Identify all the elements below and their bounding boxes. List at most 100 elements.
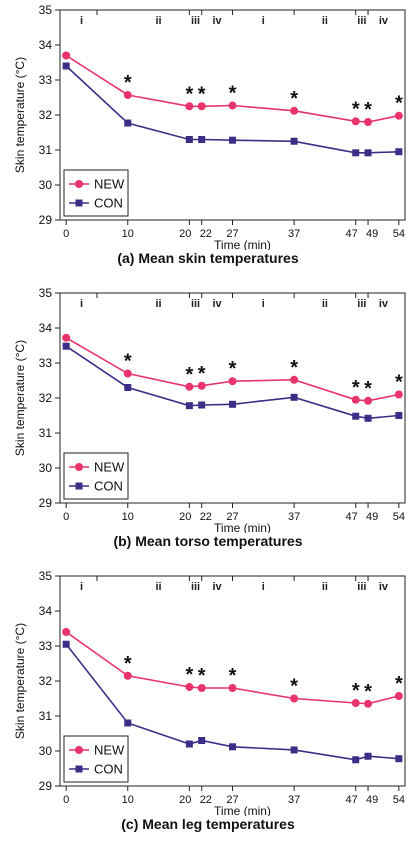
data-point-con — [229, 136, 236, 144]
data-point-con — [185, 402, 193, 410]
data-point-new — [62, 51, 71, 60]
significance-star: * — [185, 83, 193, 105]
data-point-con — [395, 412, 403, 419]
x-tick-label: 27 — [226, 511, 238, 523]
data-point-new — [228, 377, 237, 386]
y-tick-label: 30 — [39, 461, 53, 475]
x-tick-label: 49 — [366, 511, 378, 523]
data-point-new — [197, 102, 206, 111]
data-point-con — [62, 640, 70, 648]
data-point-new — [290, 375, 299, 384]
legend-marker-new — [75, 180, 83, 188]
x-tick-label: 10 — [122, 511, 134, 523]
phase-label: ii — [156, 581, 162, 593]
x-axis-title: Time (min) — [214, 804, 271, 816]
y-tick-label: 32 — [39, 108, 53, 122]
data-point-con — [364, 414, 372, 422]
data-point-new — [185, 682, 194, 691]
significance-star: * — [198, 363, 206, 385]
data-point-con — [198, 136, 206, 143]
phase-label: iv — [213, 298, 223, 310]
phase-label: i — [80, 15, 83, 27]
significance-star: * — [185, 364, 193, 386]
data-point-new — [123, 91, 132, 100]
data-point-con — [124, 384, 132, 391]
data-point-con — [364, 149, 372, 157]
data-point-new — [364, 396, 373, 405]
legend-box — [63, 735, 129, 783]
data-point-con — [364, 752, 372, 760]
x-tick-label: 54 — [393, 794, 405, 806]
significance-star: * — [290, 676, 298, 698]
x-tick-label: 47 — [345, 228, 357, 240]
significance-star: * — [364, 99, 372, 121]
data-point-con — [352, 412, 360, 420]
phase-label: ii — [322, 581, 328, 593]
phase-label: i — [262, 298, 265, 310]
data-point-con — [229, 743, 236, 751]
caption-b: (b) Mean torso temperatures — [113, 533, 303, 549]
legend-marker-new — [75, 746, 83, 754]
phase-label: ii — [156, 298, 162, 310]
y-axis-title: Skin temperature (°C) — [13, 623, 27, 739]
data-point-new — [351, 699, 360, 708]
phase-label: i — [262, 581, 265, 593]
y-tick-label: 35 — [39, 3, 53, 17]
x-tick-label: 22 — [200, 228, 212, 240]
x-axis-title: Time (min) — [214, 238, 271, 250]
phase-label: iii — [191, 298, 200, 310]
panel-c: 29 30 31 32 33 34 35 0 10 20 22 27 37 47 49 54 i ii iii iv i… — [0, 566, 416, 846]
data-point-con — [124, 719, 132, 727]
y-tick-label: 30 — [39, 744, 53, 758]
data-point-new — [185, 382, 194, 391]
x-tick-label: 37 — [288, 794, 300, 806]
legend-label-new: NEW — [94, 460, 125, 475]
x-tick-label: 0 — [63, 511, 69, 523]
phase-label: iii — [357, 298, 366, 310]
significance-star: * — [395, 673, 403, 695]
y-tick-label: 35 — [39, 286, 53, 300]
significance-star: * — [124, 653, 132, 675]
significance-star: * — [185, 664, 193, 686]
data-point-new — [62, 333, 71, 342]
phase-label: iii — [191, 15, 200, 27]
x-tick-label: 20 — [179, 228, 191, 240]
data-point-new — [351, 117, 360, 126]
y-tick-label: 31 — [39, 709, 53, 723]
significance-star: * — [395, 372, 403, 394]
y-tick-label: 31 — [39, 426, 53, 440]
x-tick-label: 27 — [226, 794, 238, 806]
phase-label: iii — [357, 15, 366, 27]
x-axis-title: Time (min) — [214, 521, 271, 533]
significance-star: * — [124, 72, 132, 94]
y-tick-label: 33 — [39, 356, 53, 370]
x-tick-label: 49 — [366, 228, 378, 240]
x-tick-label: 0 — [63, 794, 69, 806]
y-tick-label: 34 — [39, 321, 53, 335]
legend-marker-new — [75, 463, 83, 471]
data-point-new — [197, 684, 206, 692]
data-point-new — [394, 111, 403, 120]
data-point-con — [62, 62, 70, 70]
data-point-new — [364, 118, 373, 126]
phase-label: ii — [322, 298, 328, 310]
y-tick-label: 34 — [39, 38, 53, 52]
x-tick-label: 49 — [366, 794, 378, 806]
x-tick-label: 10 — [122, 794, 134, 806]
legend-marker-con — [75, 482, 83, 490]
x-tick-label: 47 — [345, 794, 357, 806]
data-point-new — [290, 106, 299, 115]
legend-box — [63, 169, 129, 217]
data-point-new — [351, 395, 360, 404]
significance-star: * — [229, 665, 237, 687]
y-tick-label: 35 — [39, 569, 53, 583]
phase-label: i — [80, 298, 83, 310]
y-tick-label: 33 — [39, 73, 53, 87]
phase-label: iv — [213, 15, 223, 27]
data-point-con — [124, 119, 132, 127]
data-point-new — [62, 628, 71, 636]
significance-star: * — [229, 358, 237, 380]
y-tick-label: 34 — [39, 604, 53, 618]
